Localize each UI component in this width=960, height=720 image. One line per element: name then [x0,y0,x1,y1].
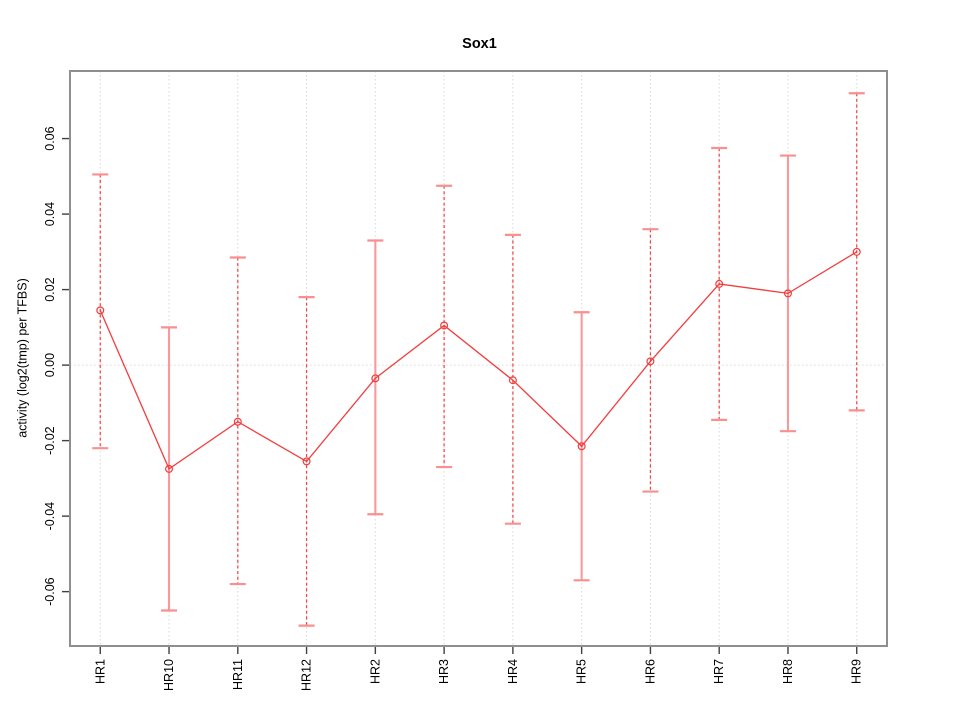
x-tick-label-HR3: HR3 [437,659,451,684]
y-tick-label: 0.02 [43,277,57,301]
y-tick-label: -0.02 [43,426,57,455]
y-tick-label: -0.04 [43,502,57,531]
x-tick-label-HR1: HR1 [93,659,107,684]
y-tick-label: 0.00 [43,353,57,377]
data-point-HR9 [852,247,861,256]
y-tick-label: 0.04 [43,202,57,226]
x-tick-label-HR2: HR2 [368,659,382,684]
x-tick-label-HR10: HR10 [162,659,176,691]
data-point-HR10 [165,464,174,473]
x-tick-label-HR5: HR5 [575,659,589,684]
data-point-HR1 [96,306,105,315]
y-tick-label: -0.06 [43,577,57,606]
data-point-HR11 [233,417,242,426]
data-point-HR2 [371,374,380,383]
data-point-HR5 [577,442,586,451]
x-tick-label-HR7: HR7 [712,659,726,684]
x-tick-label-HR8: HR8 [781,659,795,684]
data-point-HR3 [440,321,449,330]
x-tick-label-HR11: HR11 [231,659,245,690]
data-line-activity [99,251,858,470]
x-tick-label-HR9: HR9 [850,659,864,684]
x-tick-label-HR6: HR6 [643,659,657,684]
x-tick-label-HR4: HR4 [506,659,520,684]
plot-frame [69,70,888,647]
data-point-HR4 [508,376,517,385]
data-point-HR6 [646,357,655,366]
data-point-HR7 [715,279,724,288]
y-axis-title: activity (log2(tmp) per TFBS) [15,278,30,438]
data-point-HR12 [302,457,311,466]
data-point-HR8 [783,289,792,298]
x-tick-label-HR12: HR12 [300,659,314,691]
chart-title: Sox1 [462,36,497,52]
y-tick-label: 0.06 [43,126,57,150]
